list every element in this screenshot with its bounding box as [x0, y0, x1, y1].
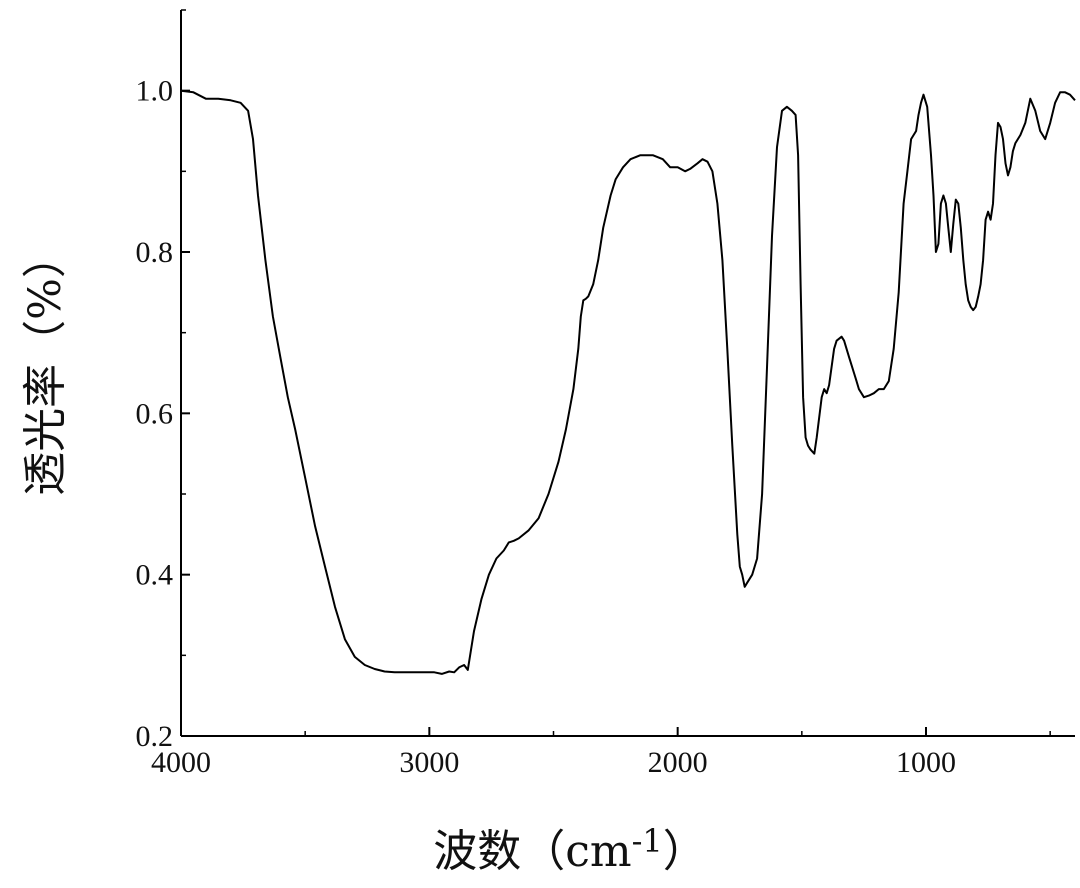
- x-tick-label: 4000: [151, 746, 211, 779]
- y-tick-label: 1.0: [136, 75, 174, 108]
- y-tick-label: 0.6: [136, 397, 174, 430]
- y-axis-title: 透光率（%）: [20, 234, 71, 496]
- axis-labels: 波数（cm-1） 透光率（%）: [20, 234, 707, 877]
- spectrum-line: [181, 91, 1075, 674]
- chart-axes: 0.20.40.60.81.04000300020001000: [136, 10, 1076, 779]
- y-tick-label: 0.4: [136, 559, 174, 592]
- x-tick-label: 2000: [648, 746, 708, 779]
- plot-area: [181, 91, 1075, 674]
- x-axis-title: 波数（cm-1）: [433, 822, 707, 877]
- x-tick-label: 1000: [896, 746, 956, 779]
- x-tick-label: 3000: [399, 746, 459, 779]
- y-tick-label: 0.8: [136, 236, 174, 269]
